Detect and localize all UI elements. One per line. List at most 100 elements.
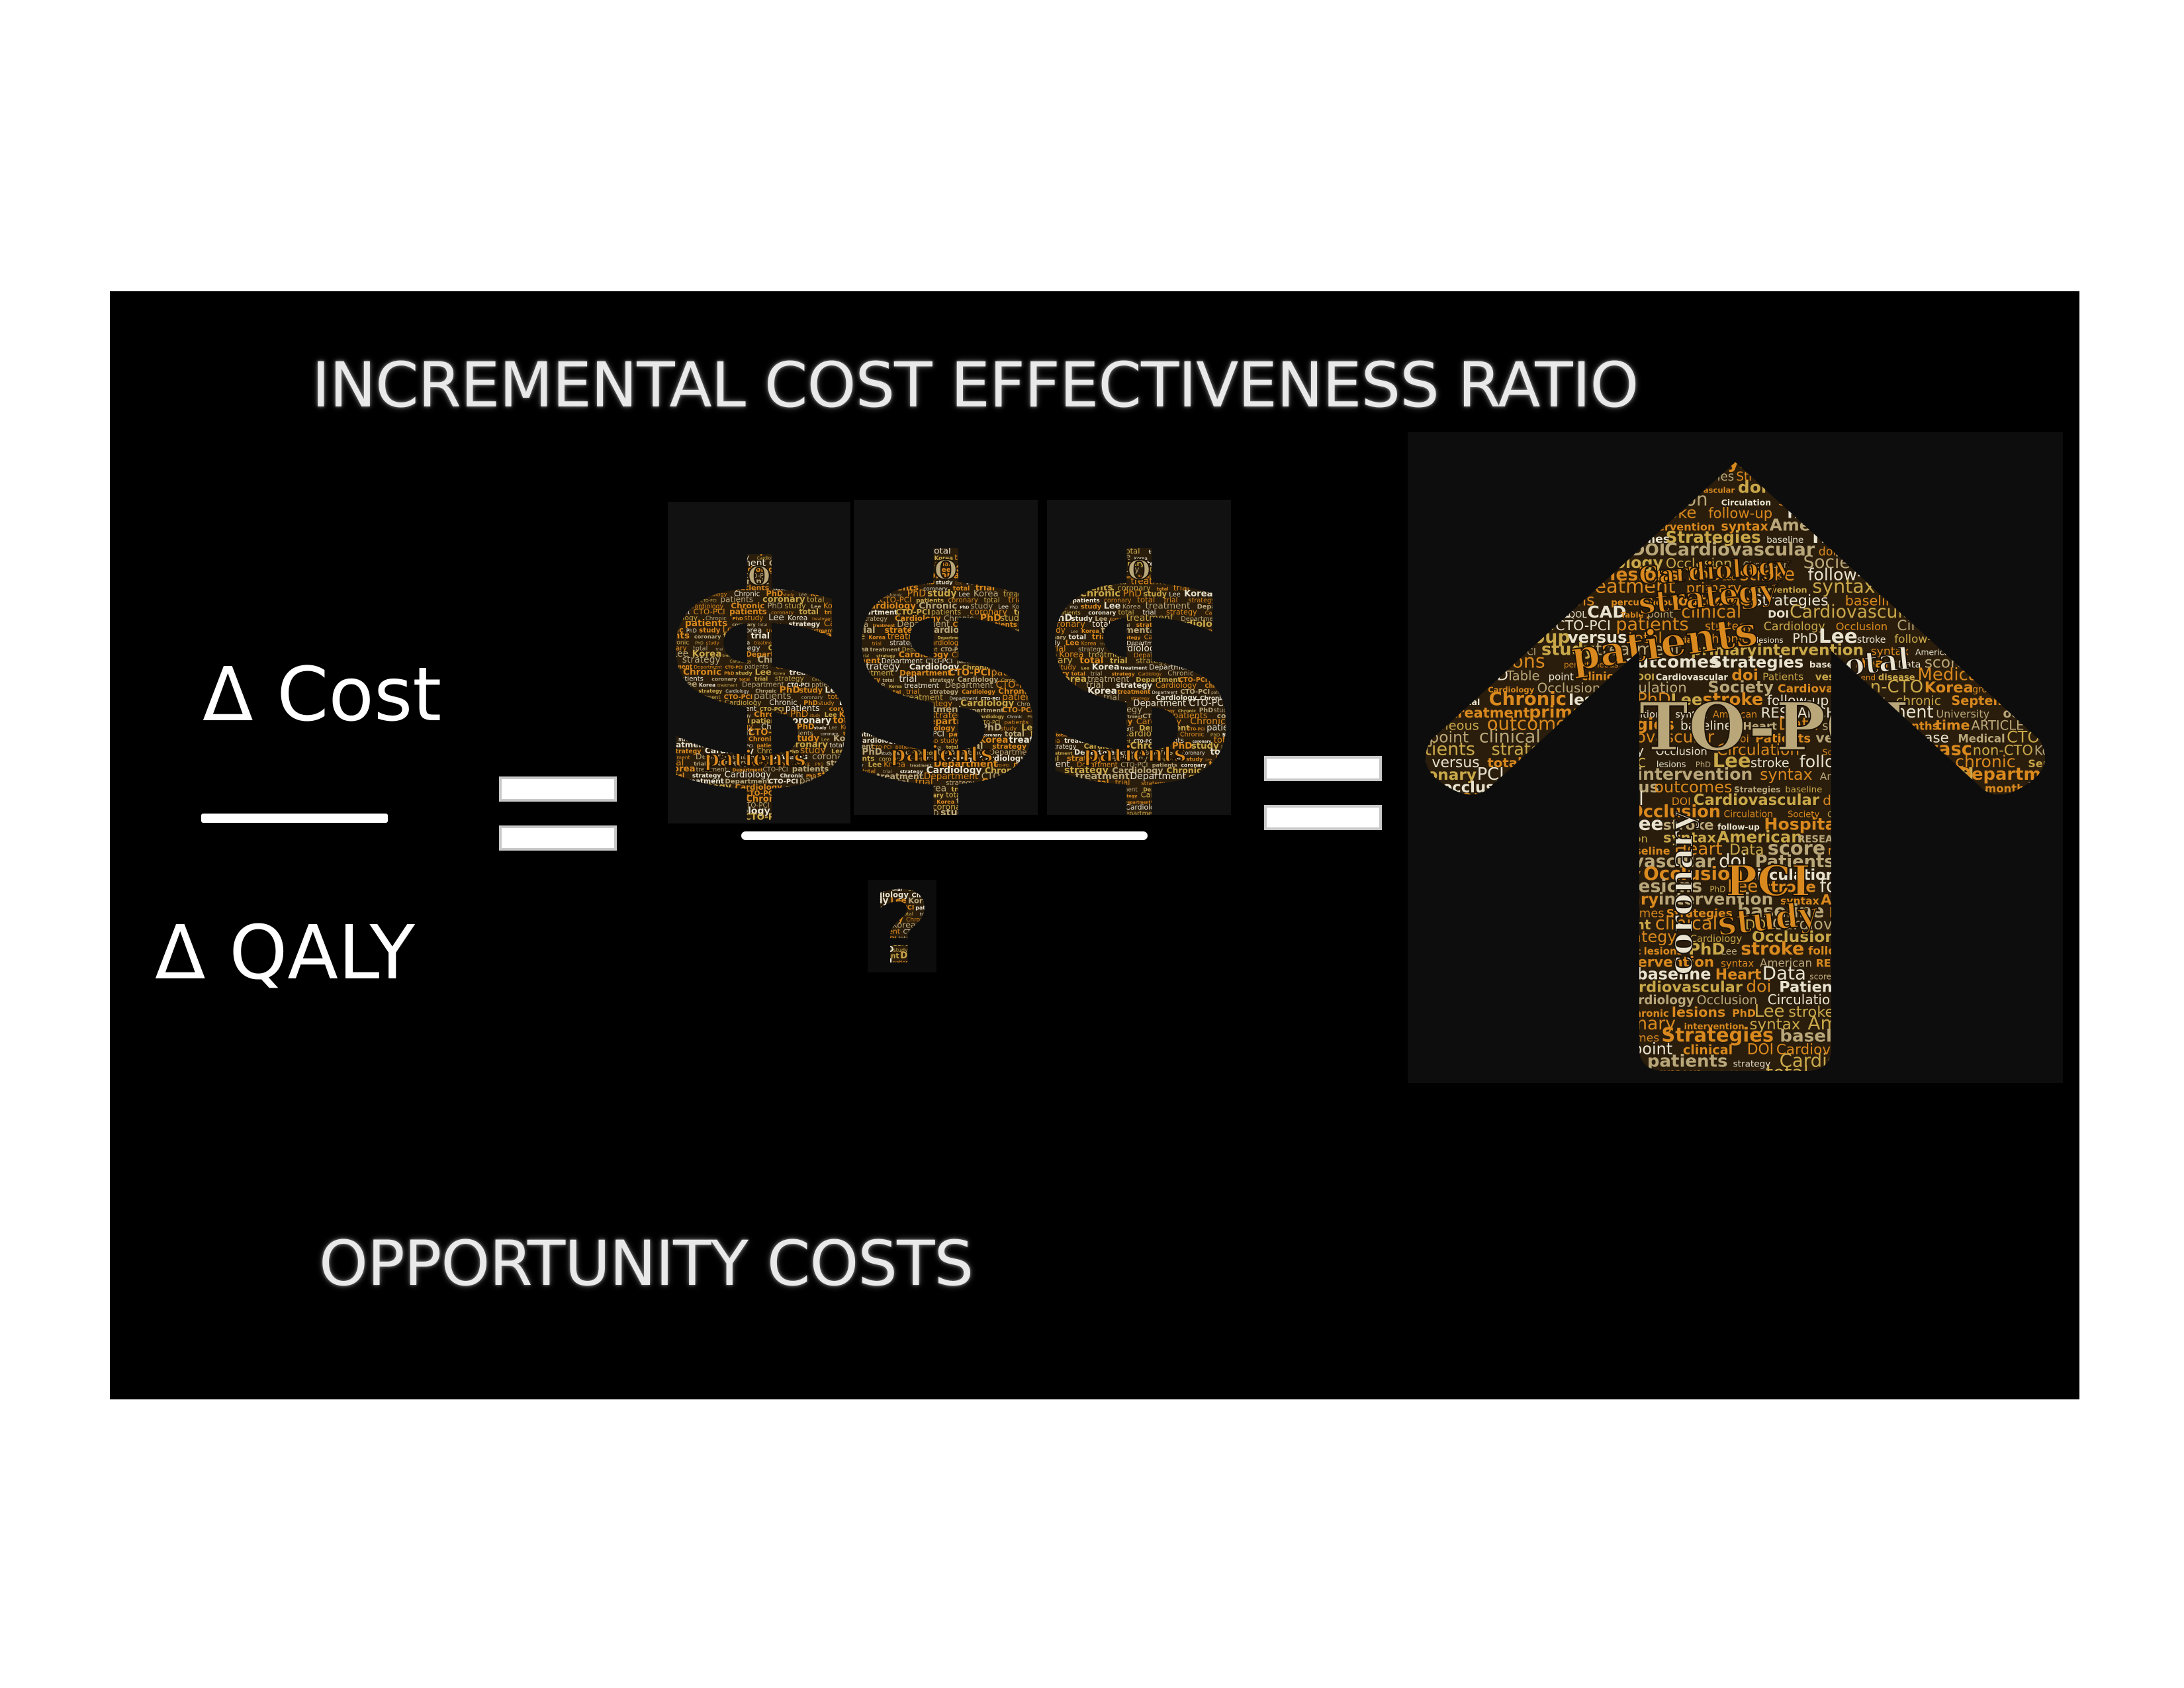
svg-text:treatment: treatment: [754, 641, 776, 646]
svg-text:Chronic: Chronic: [1178, 708, 1197, 714]
svg-text:follow-up: follow-up: [2040, 1071, 2063, 1081]
svg-text:University: University: [2016, 514, 2063, 535]
svg-text:CTO-PCI: CTO-PCI: [1142, 713, 1171, 720]
svg-text:time: time: [1924, 966, 1958, 984]
svg-text:Cardiology: Cardiology: [868, 914, 903, 923]
svg-text:coronary: coronary: [933, 802, 970, 812]
svg-text:PhD: PhD: [1792, 631, 1818, 646]
svg-text:PhD: PhD: [987, 653, 995, 659]
svg-text:Cardiology: Cardiology: [1189, 549, 1225, 556]
svg-text:DOI: DOI: [1747, 1042, 1774, 1058]
svg-text:time: time: [1408, 668, 1415, 683]
svg-text:trial: trial: [828, 585, 844, 592]
svg-text:Department: Department: [868, 905, 883, 911]
svg-text:study: study: [1071, 506, 1092, 513]
svg-text:strategy: strategy: [800, 508, 821, 513]
svg-text:trial: trial: [931, 525, 940, 531]
svg-text:Patients: Patients: [1762, 671, 1803, 682]
svg-text:RESEARCH: RESEARCH: [2009, 459, 2063, 471]
svg-text:CTO-PCI: CTO-PCI: [1047, 610, 1056, 616]
svg-text:CTO-PCI: CTO-PCI: [742, 802, 770, 810]
svg-text:primary: primary: [1732, 1074, 1813, 1083]
svg-text:study: study: [1057, 663, 1076, 671]
svg-text:total: total: [961, 559, 979, 568]
svg-text:coronary: coronary: [868, 935, 897, 942]
svg-text:Chronic: Chronic: [817, 644, 848, 653]
svg-text:treatment: treatment: [1048, 751, 1072, 756]
svg-text:CAD: CAD: [1424, 542, 1459, 559]
svg-text:primary: primary: [1525, 830, 1576, 845]
svg-text:trial: trial: [751, 631, 770, 640]
svg-text:primary: primary: [1686, 581, 1741, 597]
svg-text:study: study: [1424, 710, 1445, 720]
svg-text:syntax: syntax: [1675, 710, 1707, 720]
svg-text:trial: trial: [1825, 1072, 1841, 1081]
svg-text:study: study: [882, 751, 893, 756]
svg-text:vessels: vessels: [1840, 850, 1909, 872]
svg-text:PhD: PhD: [907, 588, 926, 599]
svg-text:Lee: Lee: [868, 761, 882, 769]
svg-text:September: September: [1951, 693, 2030, 708]
svg-text:trial: trial: [694, 761, 706, 767]
svg-text:study: study: [1047, 626, 1066, 635]
svg-text:group: group: [1657, 1064, 1703, 1083]
svg-text:coronary: coronary: [1226, 810, 1231, 815]
svg-text:clinical: clinical: [1479, 727, 1541, 747]
svg-text:September: September: [1408, 645, 1451, 659]
svg-text:CTO-PCI: CTO-PCI: [707, 561, 836, 592]
svg-text:study: study: [1214, 707, 1231, 714]
svg-text:patients: patients: [1615, 614, 1688, 635]
svg-text:total: total: [1079, 655, 1103, 666]
svg-text:Korea: Korea: [991, 808, 1017, 815]
svg-text:PhD: PhD: [778, 737, 792, 743]
svg-text:Cardiology: Cardiology: [981, 777, 1036, 788]
svg-text:Chronic: Chronic: [1028, 754, 1038, 763]
svg-text:trial: trial: [715, 648, 723, 652]
svg-text:Strategies: Strategies: [1532, 964, 1631, 984]
svg-text:strategy: strategy: [929, 677, 954, 683]
svg-text:Heart: Heart: [1856, 465, 1913, 485]
svg-text:strategy: strategy: [1167, 551, 1187, 555]
svg-text:RESEARCH: RESEARCH: [1852, 517, 1934, 534]
svg-text:trial: trial: [1156, 571, 1173, 580]
svg-text:Data: Data: [1968, 590, 2008, 609]
svg-text:RESEARCH: RESEARCH: [1900, 1019, 1962, 1033]
svg-text:coronary: coronary: [1047, 655, 1073, 666]
svg-text:QOL: QOL: [2024, 842, 2056, 858]
svg-text:Department: Department: [715, 705, 756, 713]
svg-text:Korea: Korea: [1081, 640, 1097, 647]
svg-text:strategy: strategy: [1050, 743, 1077, 751]
svg-text:Korea: Korea: [974, 589, 999, 599]
svg-text:Lee: Lee: [1819, 625, 1858, 647]
svg-text:Chronic: Chronic: [1200, 695, 1224, 702]
svg-text:Chronic: Chronic: [1205, 682, 1229, 689]
svg-text:Korea: Korea: [1071, 800, 1083, 805]
svg-text:months: months: [1978, 535, 2016, 545]
svg-text:Chronic: Chronic: [970, 639, 997, 647]
svg-text:Department: Department: [854, 743, 874, 751]
svg-text:Medical: Medical: [1958, 733, 2005, 745]
svg-text:CTO-PCI: CTO-PCI: [914, 730, 944, 739]
svg-text:coronary: coronary: [2023, 690, 2063, 709]
svg-text:CTO-PCI: CTO-PCI: [1408, 432, 1484, 447]
svg-text:DOI: DOI: [1768, 608, 1789, 620]
svg-text:CTO-PCI: CTO-PCI: [953, 621, 985, 629]
svg-text:coronary: coronary: [1047, 633, 1066, 640]
svg-text:study: study: [1476, 897, 1504, 908]
svg-text:PCI: PCI: [1408, 702, 1421, 722]
svg-text:baseline: baseline: [1766, 536, 1803, 545]
svg-text:treatment: treatment: [1118, 689, 1151, 696]
svg-text:Cardiology: Cardiology: [991, 534, 1034, 543]
svg-text:CTO-PCI: CTO-PCI: [981, 696, 1001, 701]
svg-text:Chronic: Chronic: [1602, 947, 1641, 957]
svg-text:rate: rate: [1938, 529, 1969, 547]
svg-text:total: total: [758, 623, 767, 628]
svg-text:Korea: Korea: [953, 565, 982, 575]
svg-text:PhD: PhD: [1172, 741, 1193, 751]
svg-text:total: total: [829, 742, 844, 749]
svg-text:CTO-PCI: CTO-PCI: [925, 658, 952, 665]
svg-text:coronary: coronary: [1047, 620, 1085, 630]
svg-text:study: study: [1047, 640, 1060, 647]
svg-text:strategy: strategy: [1458, 493, 1527, 510]
svg-text:group: group: [1995, 808, 2033, 821]
